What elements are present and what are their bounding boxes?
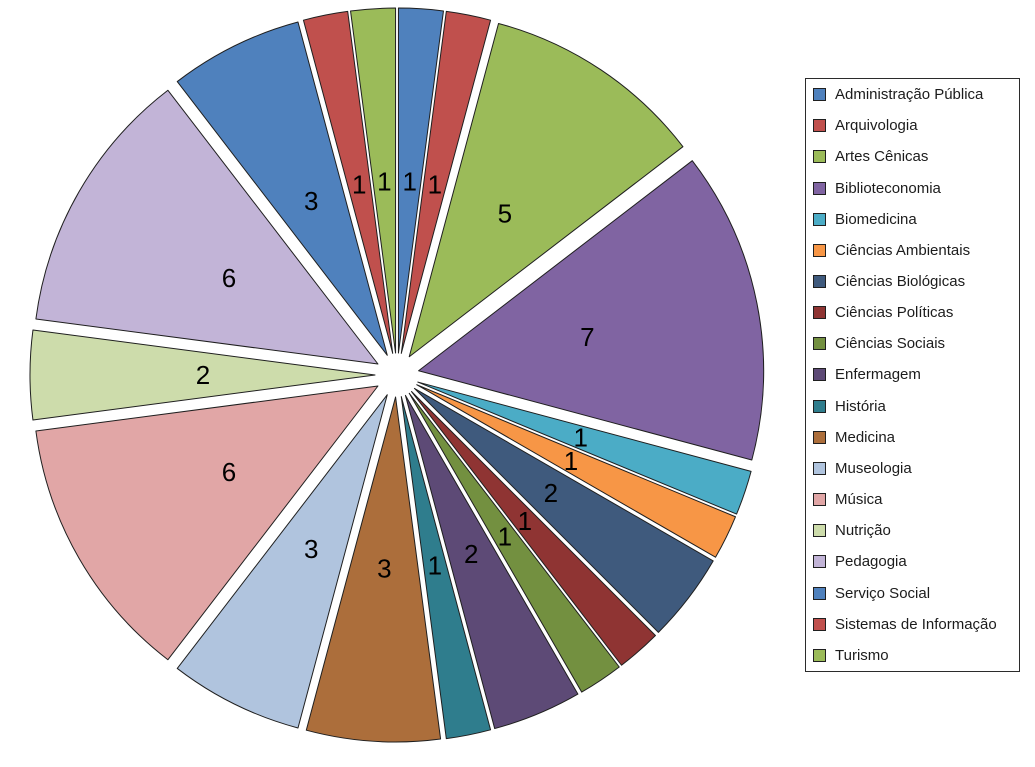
pie-slice-museologia	[176, 394, 388, 729]
pie-slice-artes-cenicas	[408, 22, 684, 358]
pie-slice-ciencias-politicas	[411, 391, 656, 666]
legend-item-label-medicina: Medicina	[835, 428, 896, 446]
legend-item-musica: Música	[806, 491, 1019, 508]
legend-item-museologia: Museologia	[806, 460, 1019, 477]
legend-swatch-servico-social	[813, 586, 826, 600]
value-label-biomedicina: 1	[573, 422, 587, 452]
legend-item-artes-cenicas: Artes Cênicas	[806, 148, 1019, 165]
legend-item-ciencias-sociais: Ciências Sociais	[806, 335, 1019, 352]
value-label-ciencias-politicas: 1	[518, 506, 532, 536]
legend-item-label-administracao-publica: Administração Pública	[835, 86, 984, 104]
pie-slice-nutricao	[29, 329, 376, 421]
pie-slice-musica	[35, 385, 379, 661]
value-label-museologia: 3	[304, 534, 318, 564]
legend-item-label-pedagogia: Pedagogia	[835, 553, 907, 571]
pie-slice-ciencias-sociais	[408, 392, 620, 693]
legend-swatch-enfermagem	[813, 368, 826, 382]
value-label-servico-social: 3	[304, 186, 318, 216]
legend-swatch-nutricao	[813, 524, 826, 538]
value-label-administracao-publica: 1	[402, 166, 416, 196]
value-label-ciencias-sociais: 1	[498, 521, 512, 551]
pie-slice-historia	[400, 396, 492, 740]
value-label-medicina: 3	[377, 554, 391, 584]
legend-item-label-biblioteconomia: Biblioteconomia	[835, 179, 941, 197]
legend-item-enfermagem: Enfermagem	[806, 366, 1019, 383]
legend-item-label-historia: História	[835, 397, 886, 415]
legend-swatch-biblioteconomia	[813, 181, 826, 195]
value-label-historia: 1	[428, 550, 442, 580]
legend-item-arquivologia: Arquivologia	[806, 117, 1019, 134]
pie-slice-sistemas-de-informacao	[302, 10, 394, 354]
legend-swatch-medicina	[813, 430, 826, 444]
legend-item-label-nutricao: Nutrição	[835, 522, 891, 540]
value-label-nutricao: 2	[196, 360, 210, 390]
pie-slice-enfermagem	[404, 394, 579, 730]
value-label-biblioteconomia: 7	[580, 322, 594, 352]
value-label-ciencias-biologicas: 2	[544, 478, 558, 508]
value-label-musica: 6	[222, 457, 236, 487]
legend-item-label-enfermagem: Enfermagem	[835, 366, 921, 384]
legend-swatch-turismo	[813, 648, 826, 662]
legend: Administração Pública Arquivologia Artes C…	[805, 78, 1020, 672]
legend-item-label-museologia: Museologia	[835, 459, 912, 477]
value-label-sistemas-de-informacao: 1	[352, 170, 366, 200]
legend-swatch-pedagogia	[813, 555, 826, 569]
legend-item-biomedicina: Biomedicina	[806, 211, 1019, 228]
legend-swatch-artes-cenicas	[813, 150, 826, 164]
legend-swatch-ciencias-politicas	[813, 306, 826, 320]
legend-item-turismo: Turismo	[806, 647, 1019, 664]
pie-slice-ciencias-biologicas	[413, 387, 714, 633]
legend-item-label-ciencias-sociais: Ciências Sociais	[835, 335, 946, 353]
legend-swatch-historia	[813, 399, 826, 413]
pie-slice-pedagogia	[35, 89, 379, 365]
legend-item-servico-social: Serviço Social	[806, 585, 1019, 602]
value-label-enfermagem: 2	[464, 539, 478, 569]
value-label-artes-cenicas: 5	[498, 199, 512, 229]
pie-slice-servico-social	[176, 21, 388, 356]
legend-item-administracao-publica: Administração Pública	[806, 86, 1019, 103]
value-label-arquivologia: 1	[428, 170, 442, 200]
value-label-pedagogia: 6	[222, 263, 236, 293]
legend-item-label-sistemas-de-informacao: Sistemas de Informação	[835, 615, 997, 633]
legend-swatch-musica	[813, 493, 826, 507]
pie-slice-ciencias-ambientais	[416, 384, 736, 558]
legend-item-label-turismo: Turismo	[835, 646, 889, 664]
legend-item-label-artes-cenicas: Artes Cênicas	[835, 148, 929, 166]
pie-slice-biomedicina	[417, 381, 752, 515]
legend-swatch-biomedicina	[813, 212, 826, 226]
legend-item-label-servico-social: Serviço Social	[835, 584, 931, 602]
pie-slice-turismo	[350, 7, 397, 354]
legend-item-medicina: Medicina	[806, 429, 1019, 446]
legend-swatch-arquivologia	[813, 119, 826, 133]
legend-item-nutricao: Nutrição	[806, 522, 1019, 539]
legend-swatch-ciencias-biologicas	[813, 275, 826, 289]
pie-slice-medicina	[305, 396, 442, 743]
pie-slice-arquivologia	[400, 10, 492, 354]
legend-item-ciencias-biologicas: Ciências Biológicas	[806, 273, 1019, 290]
legend-item-ciencias-ambientais: Ciências Ambientais	[806, 242, 1019, 259]
pie-slice-biblioteconomia	[418, 160, 765, 461]
legend-item-label-biomedicina: Biomedicina	[835, 210, 917, 228]
value-label-turismo: 1	[377, 166, 391, 196]
legend-swatch-administracao-publica	[813, 88, 826, 102]
legend-item-ciencias-politicas: Ciências Políticas	[806, 304, 1019, 321]
legend-swatch-museologia	[813, 461, 826, 475]
legend-swatch-sistemas-de-informacao	[813, 617, 826, 631]
legend-item-label-arquivologia: Arquivologia	[835, 117, 918, 135]
value-label-ciencias-ambientais: 1	[564, 446, 578, 476]
legend-swatch-ciencias-ambientais	[813, 243, 826, 257]
legend-item-biblioteconomia: Biblioteconomia	[806, 180, 1019, 197]
legend-item-label-musica: Música	[835, 491, 883, 509]
legend-item-label-ciencias-biologicas: Ciências Biológicas	[835, 273, 966, 291]
legend-item-sistemas-de-informacao: Sistemas de Informação	[806, 616, 1019, 633]
legend-item-label-ciencias-ambientais: Ciências Ambientais	[835, 241, 971, 259]
legend-item-pedagogia: Pedagogia	[806, 553, 1019, 570]
pie-slice-administracao-publica	[397, 7, 444, 354]
legend-swatch-ciencias-sociais	[813, 337, 826, 351]
legend-item-label-ciencias-politicas: Ciências Políticas	[835, 304, 954, 322]
legend-item-historia: História	[806, 398, 1019, 415]
